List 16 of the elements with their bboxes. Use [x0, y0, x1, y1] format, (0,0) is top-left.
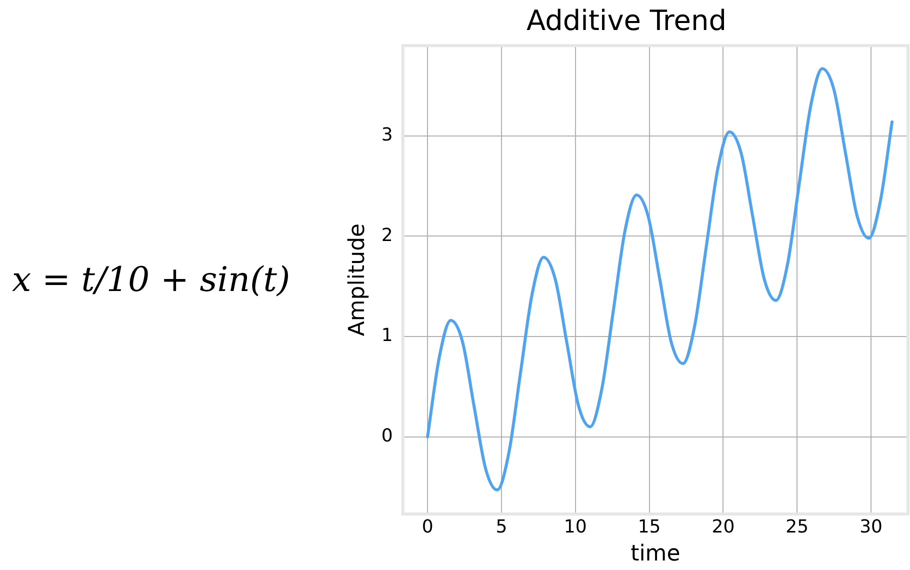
- chart-title: Additive Trend: [526, 4, 727, 38]
- x-tick-label: 25: [786, 516, 809, 538]
- y-tick-label: 0: [381, 425, 393, 446]
- x-tick-label: 10: [564, 516, 587, 538]
- x-tick-label: 30: [860, 516, 882, 538]
- x-tick-label: 0: [422, 516, 434, 538]
- line-series: [426, 67, 894, 492]
- y-tick-label: 2: [381, 224, 393, 246]
- y-tick-label: 1: [381, 325, 393, 346]
- x-tick-label: 15: [638, 516, 661, 538]
- x-tick-label: 20: [712, 516, 735, 538]
- y-axis-title: Amplitude: [344, 223, 370, 336]
- text: x = t/10 + sin(t): [12, 260, 290, 300]
- x-axis-title: time: [630, 542, 680, 567]
- y-tick-label: 3: [381, 124, 393, 146]
- x-tick-label: 5: [496, 516, 508, 538]
